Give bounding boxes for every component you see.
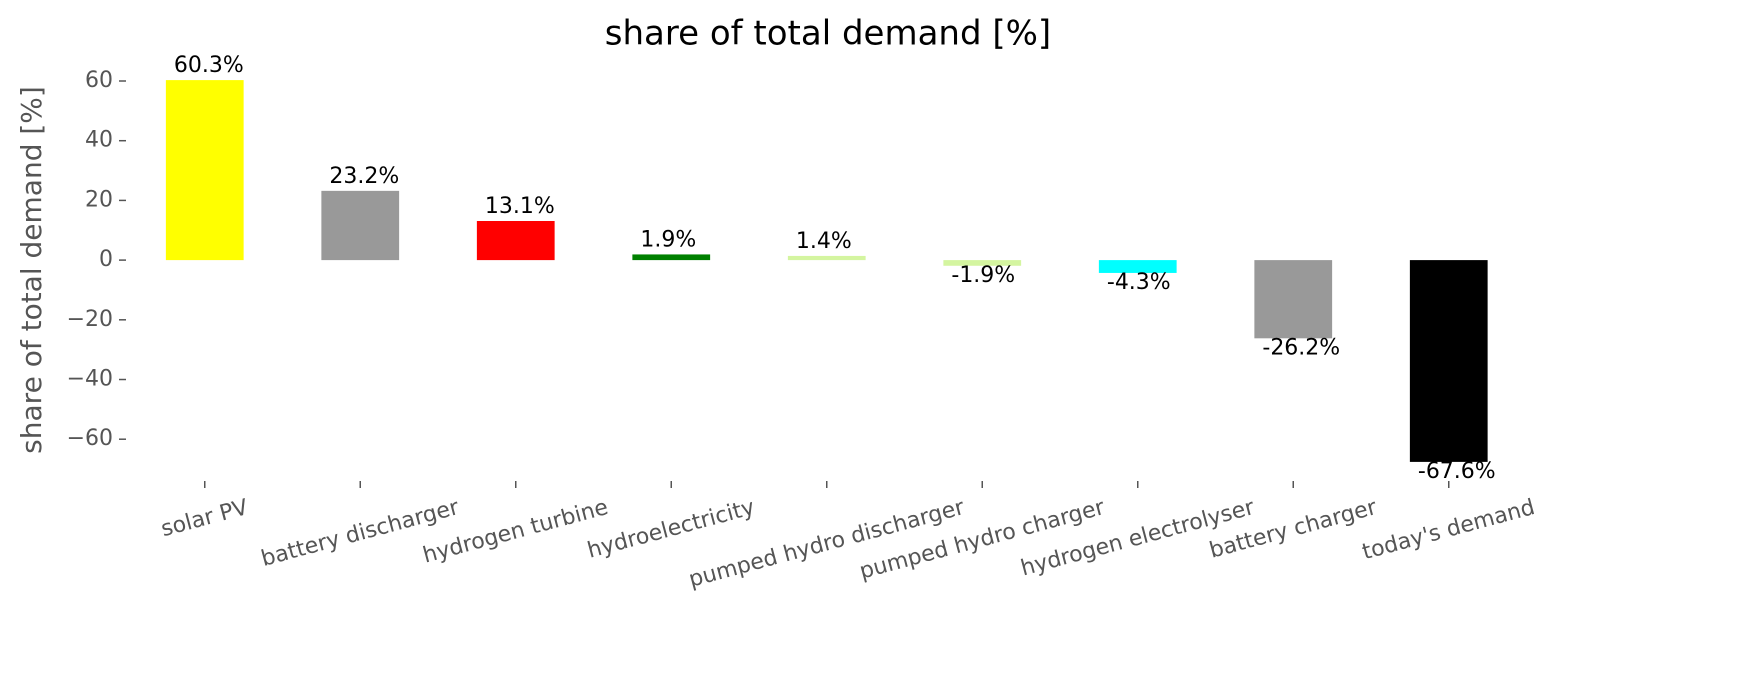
bar [1254, 260, 1333, 339]
x-tick-label: solar PV [158, 495, 250, 542]
bar [787, 255, 866, 261]
y-tick-label: −40 [67, 367, 113, 392]
y-tick-label: −20 [67, 307, 113, 332]
value-label: -67.6% [1418, 459, 1496, 484]
value-label: -26.2% [1262, 335, 1340, 360]
x-tick-label: today's demand [1360, 495, 1538, 565]
y-tick-label: 40 [85, 128, 113, 153]
y-tick-label: −60 [67, 426, 113, 451]
bar [1098, 260, 1177, 273]
bar [943, 260, 1022, 266]
value-label: 23.2% [329, 164, 399, 189]
bar [632, 254, 711, 261]
bar [165, 80, 244, 261]
bar [321, 190, 400, 261]
y-tick-label: 0 [99, 247, 113, 272]
bar [1409, 260, 1488, 462]
value-label: 60.3% [174, 53, 244, 78]
bar [476, 221, 555, 261]
value-label: 13.1% [485, 194, 555, 219]
y-axis-label: share of total demand [%] [15, 86, 48, 454]
x-tick-label: hydroelectricity [585, 495, 757, 564]
chart-title: share of total demand [%] [605, 14, 1051, 54]
y-tick-label: 60 [85, 68, 113, 93]
value-label: -4.3% [1107, 270, 1171, 295]
value-label: -1.9% [951, 263, 1015, 288]
value-label: 1.9% [640, 227, 696, 252]
value-label: 1.4% [796, 229, 852, 254]
x-tick-label: pumped hydro charger [857, 495, 1108, 585]
y-tick-label: 20 [85, 187, 113, 212]
